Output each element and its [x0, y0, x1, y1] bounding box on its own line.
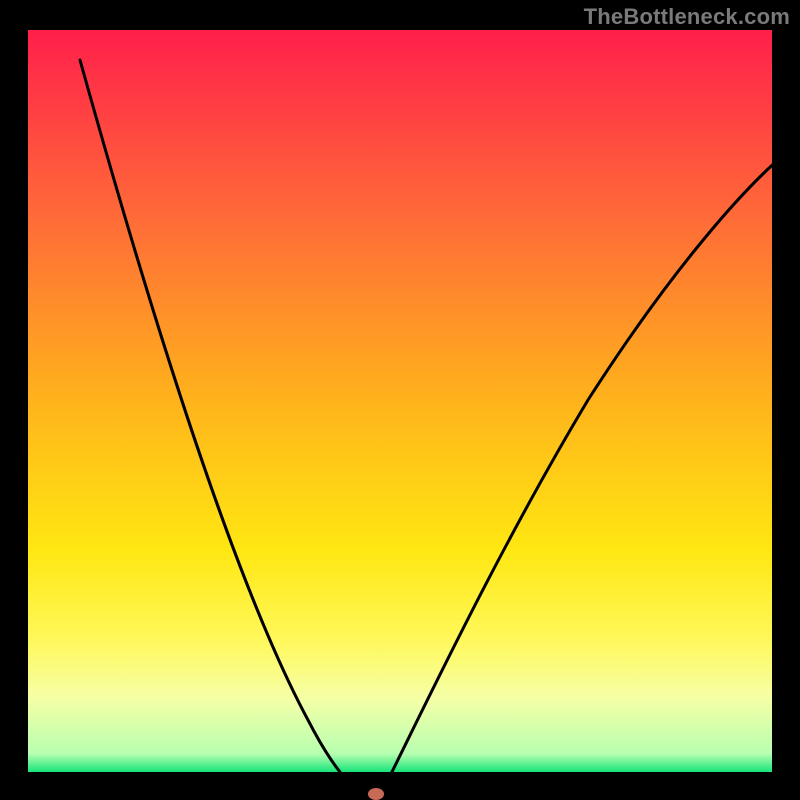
- bottleneck-curve: [80, 60, 772, 772]
- watermark-text: TheBottleneck.com: [584, 4, 790, 30]
- chart-container: TheBottleneck.com: [0, 0, 800, 800]
- plot-area: [28, 30, 772, 772]
- curve-svg: [28, 30, 772, 772]
- optimum-marker: [368, 788, 384, 800]
